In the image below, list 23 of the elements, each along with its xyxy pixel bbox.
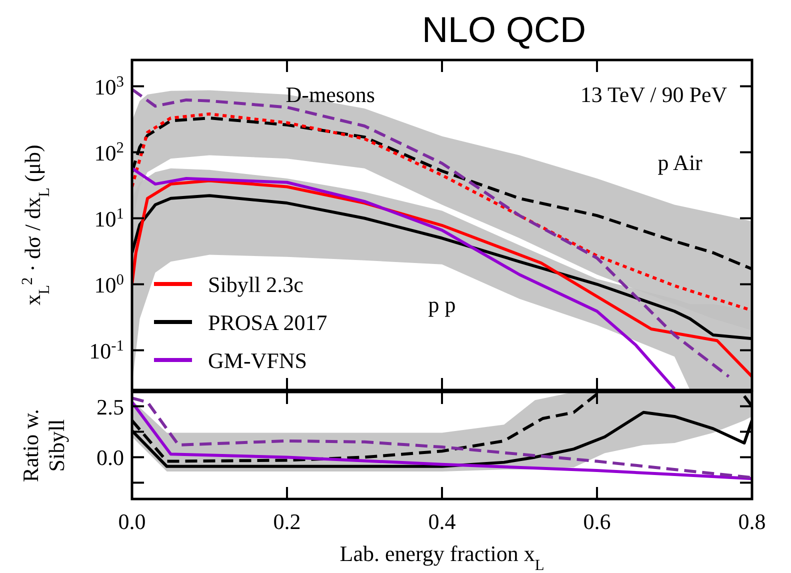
y-tick-label: 10$^{2}$: [94, 138, 124, 166]
x-tick-label: 0.2: [273, 509, 301, 534]
annotation: D-mesons: [286, 82, 376, 107]
legend-label: PROSA 2017: [208, 310, 328, 335]
y-tick-label: 2.5: [96, 394, 124, 420]
x-tick-label: 0.4: [428, 509, 456, 534]
y-tick-label: 10$^{-1}$: [89, 336, 124, 364]
annotation: p Air: [658, 150, 704, 175]
y-tick-label: 0.0: [96, 445, 124, 470]
y-tick-label: 10$^{3}$: [94, 72, 124, 100]
x-tick-label: 0.8: [738, 509, 766, 534]
y-tick-label: 10$^{1}$: [94, 204, 124, 232]
x-tick-label: 0.6: [583, 509, 611, 534]
y-tick-label: 10$^{0}$: [94, 270, 124, 298]
chart-title: NLO QCD: [422, 9, 586, 50]
legend-label: Sibyll 2.3c: [208, 272, 304, 297]
y-axis-title: Ratio w. Sibyll: [18, 408, 69, 482]
x-axis-title: Lab. energy fraction x$_{L}$: [340, 541, 544, 573]
legend-label: GM-VFNS: [208, 348, 308, 373]
line-series: [132, 88, 730, 378]
annotation: 13 TeV / 90 PeV: [580, 82, 728, 107]
x-tick-label: 0.0: [118, 509, 146, 534]
annotation: p p: [428, 292, 456, 317]
